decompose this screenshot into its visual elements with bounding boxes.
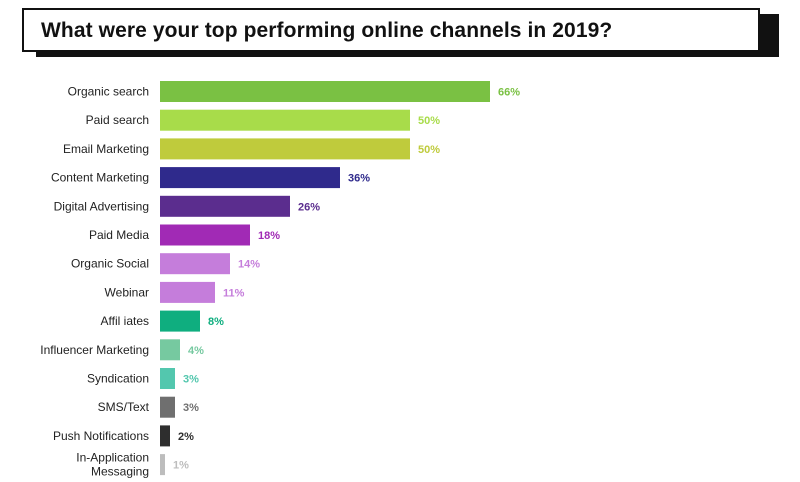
bar-0 bbox=[160, 81, 490, 102]
value-label-1: 50% bbox=[418, 115, 440, 127]
category-label-3: Content Marketing bbox=[51, 171, 149, 185]
bar-13 bbox=[160, 454, 165, 476]
bar-7 bbox=[160, 281, 215, 303]
value-label-4: 26% bbox=[298, 201, 320, 213]
category-label-6: Organic Social bbox=[71, 257, 149, 271]
bar-1 bbox=[160, 109, 410, 131]
category-label-7: Webinar bbox=[105, 285, 149, 299]
value-label-5: 18% bbox=[258, 230, 280, 242]
bar-9 bbox=[160, 339, 180, 361]
value-label-0: 66% bbox=[498, 87, 520, 99]
bar-5 bbox=[160, 224, 250, 246]
title-box: What were your top performing online cha… bbox=[22, 8, 760, 52]
value-label-12: 2% bbox=[178, 431, 194, 443]
bar-11 bbox=[160, 396, 175, 418]
bar-8 bbox=[160, 310, 200, 332]
value-label-13: 1% bbox=[173, 460, 189, 472]
value-label-10: 3% bbox=[183, 374, 199, 386]
value-label-3: 36% bbox=[348, 173, 370, 185]
category-label-1: Paid search bbox=[86, 113, 149, 127]
category-label-9: Influencer Marketing bbox=[40, 343, 149, 357]
chart-title: What were your top performing online cha… bbox=[41, 19, 613, 42]
value-label-6: 14% bbox=[238, 259, 260, 271]
category-label-12: Push Notifications bbox=[53, 429, 149, 443]
category-label-8: Affil iates bbox=[101, 314, 149, 328]
category-label-11: SMS/Text bbox=[98, 400, 150, 414]
bar-12 bbox=[160, 425, 170, 447]
value-label-11: 3% bbox=[183, 402, 199, 414]
value-label-8: 8% bbox=[208, 316, 224, 328]
category-label-13: In-Application Messaging bbox=[76, 451, 149, 479]
bar-10 bbox=[160, 368, 175, 389]
bar-6 bbox=[160, 253, 230, 275]
category-label-4: Digital Advertising bbox=[54, 199, 149, 213]
value-label-2: 50% bbox=[418, 144, 440, 156]
bar-3 bbox=[160, 167, 340, 189]
bar-4 bbox=[160, 195, 290, 217]
category-label-0: Organic search bbox=[68, 85, 149, 99]
value-label-7: 11% bbox=[223, 287, 245, 299]
category-label-10: Syndication bbox=[87, 372, 149, 386]
bar-2 bbox=[160, 138, 410, 160]
category-label-2: Email Marketing bbox=[63, 142, 149, 156]
value-label-9: 4% bbox=[188, 345, 204, 357]
category-label-5: Paid Media bbox=[89, 228, 149, 242]
